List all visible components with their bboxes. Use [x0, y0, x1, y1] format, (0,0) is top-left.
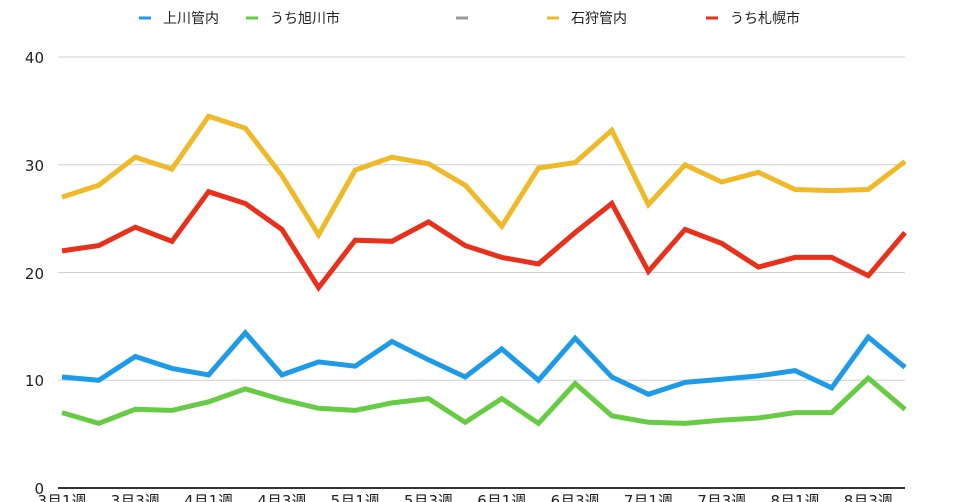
legend-label: 上川管内 — [163, 11, 219, 27]
series-line — [61, 328, 907, 397]
legend-item[interactable]: 上川管内 — [139, 11, 219, 27]
y-tick-label: 40 — [25, 49, 44, 67]
x-tick-label: 3月1週 — [37, 492, 86, 502]
y-tick-label: 30 — [25, 157, 44, 175]
x-tick-label: 5月1週 — [331, 492, 380, 502]
x-tick-label: 7月1週 — [624, 492, 673, 502]
series-line — [61, 374, 907, 427]
legend-item[interactable]: 石狩管内 — [547, 11, 627, 27]
legend-item[interactable]: うち札幌市 — [706, 10, 800, 27]
x-tick-label: 3月3週 — [111, 492, 160, 502]
legend-label: うち旭川市 — [270, 10, 340, 27]
x-tick-label: 8月3週 — [844, 492, 893, 502]
series-line — [61, 113, 907, 240]
x-tick-label: 6月1週 — [477, 492, 526, 502]
legend-label: 石狩管内 — [571, 11, 627, 27]
legend: 上川管内 うち旭川市 石狩管内 うち札幌市 — [139, 10, 800, 27]
legend-item[interactable]: うち旭川市 — [246, 10, 340, 27]
gridlines — [58, 56, 905, 489]
x-axis-ticks: 3月1週 3月3週 4月1週 4月3週 5月1週 5月3週 6月1週 6月3週 7月1週 7月3週… — [37, 492, 892, 502]
legend-label: うち札幌市 — [730, 10, 800, 27]
y-tick-label: 0 — [34, 480, 44, 498]
x-tick-label: 5月3週 — [404, 492, 453, 502]
y-tick-label: 20 — [25, 265, 44, 283]
x-tick-label: 7月3週 — [697, 492, 746, 502]
x-tick-label: 4月3週 — [257, 492, 306, 502]
y-tick-label: 10 — [25, 372, 44, 390]
y-axis-ticks: 0 10 20 30 40 — [25, 49, 44, 498]
x-tick-label: 6月3週 — [551, 492, 600, 502]
series-lines — [61, 113, 907, 427]
series-line — [61, 188, 907, 292]
x-tick-label: 8月1週 — [770, 492, 819, 502]
x-tick-label: 4月1週 — [184, 492, 233, 502]
